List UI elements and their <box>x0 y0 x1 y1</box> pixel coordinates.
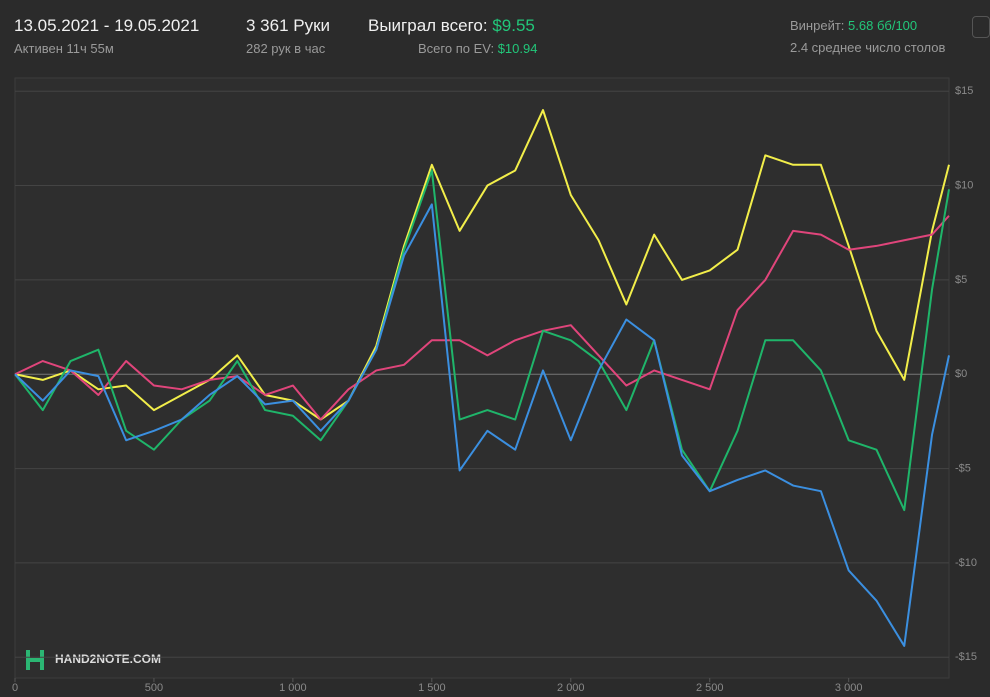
winrate-value: 5.68 бб/100 <box>848 18 918 33</box>
winrate-label: Винрейт: <box>790 18 845 33</box>
won-label: Выиграл всего: <box>368 16 488 35</box>
won-value: $9.55 <box>492 16 535 35</box>
x-tick-label: 1 500 <box>418 682 446 694</box>
y-tick-label: -$5 <box>955 462 971 474</box>
hands: 3 361 Руки <box>246 16 331 35</box>
tables: 2.4 среднее число столов <box>790 40 946 55</box>
y-tick-label: -$15 <box>955 651 977 663</box>
x-tick-label: 500 <box>145 682 163 694</box>
x-tick-label: 1 000 <box>279 682 307 694</box>
y-tick-label: $10 <box>955 179 973 191</box>
y-tick-label: -$10 <box>955 557 977 569</box>
series-line <box>14 169 950 512</box>
y-tick-label: $15 <box>955 85 973 97</box>
plot-area <box>14 77 950 679</box>
ev-label: Всего по EV: <box>418 41 495 56</box>
date-range: 13.05.2021 - 19.05.2021 <box>14 16 200 35</box>
x-tick-label: 0 <box>12 682 18 694</box>
x-tick-label: 3 000 <box>835 682 863 694</box>
x-tick-label: 2 500 <box>696 682 724 694</box>
series-line <box>14 203 950 647</box>
active-time: Активен 11ч 55м <box>14 41 114 56</box>
logo-text: HAND2NOTE.COM <box>55 652 161 666</box>
x-tick-label: 2 000 <box>557 682 585 694</box>
series-line <box>14 109 950 421</box>
ev-value: $10.94 <box>497 41 538 56</box>
series-line <box>14 215 950 421</box>
logo: HAND2NOTE.COM <box>26 650 161 670</box>
y-tick-label: $5 <box>955 274 967 286</box>
y-tick-label: $0 <box>955 368 967 380</box>
hands-per-hour: 282 рук в час <box>246 41 326 56</box>
